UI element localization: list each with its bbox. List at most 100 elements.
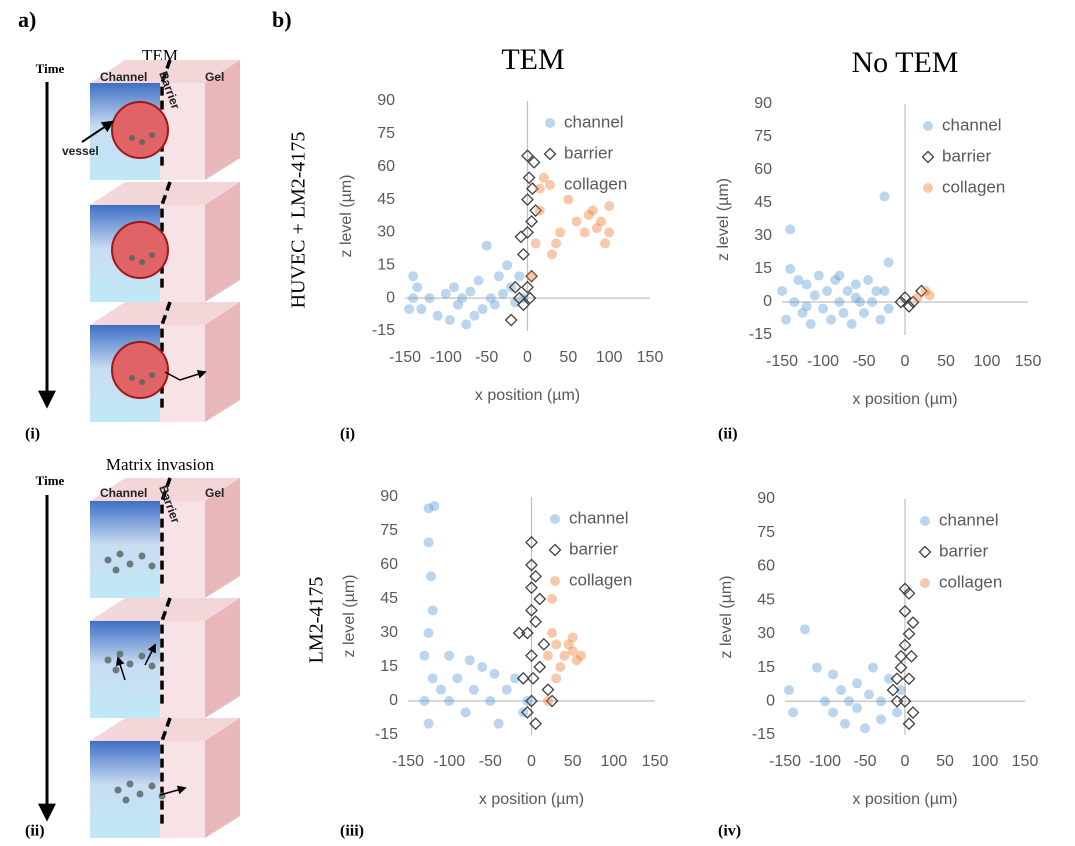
- diagram-title: Matrix invasion: [106, 455, 215, 474]
- point: [518, 707, 529, 718]
- y-tick-label: 30: [754, 227, 772, 244]
- x-tick-label: 150: [1015, 353, 1042, 370]
- y-tick-label: 0: [763, 293, 772, 310]
- point: [525, 581, 538, 595]
- point: [591, 223, 602, 234]
- y-tick-label: 15: [377, 257, 395, 274]
- point: [793, 275, 804, 285]
- x-tick-label: 50: [936, 753, 954, 770]
- point: [801, 279, 812, 290]
- point: [416, 304, 427, 315]
- legend-marker: [550, 576, 560, 586]
- vessel-label: vessel: [62, 144, 99, 158]
- point: [559, 650, 570, 661]
- point: [842, 286, 853, 296]
- point: [521, 226, 534, 239]
- row-label: HUVEC + LM2-4175: [288, 132, 310, 309]
- x-tick-label: 0: [527, 753, 536, 770]
- point: [522, 696, 533, 706]
- point: [469, 310, 480, 321]
- cube: [90, 718, 240, 838]
- point: [525, 535, 538, 549]
- point: [906, 295, 920, 309]
- point: [522, 171, 536, 185]
- point: [449, 282, 459, 293]
- panel-label: (iii): [340, 823, 364, 840]
- x-tick-label: 100: [596, 349, 623, 366]
- point: [538, 172, 549, 183]
- point: [777, 286, 787, 296]
- point: [529, 204, 543, 217]
- point: [493, 271, 504, 282]
- y-tick-label: 90: [377, 92, 395, 109]
- point: [521, 149, 534, 163]
- y-tick-label: 30: [377, 224, 395, 241]
- point: [894, 661, 908, 674]
- point: [883, 303, 894, 314]
- point: [518, 293, 529, 304]
- x-axis-title: x position (µm): [475, 387, 580, 404]
- point: [551, 238, 562, 249]
- point: [506, 282, 517, 293]
- point: [452, 673, 463, 684]
- point: [551, 639, 562, 650]
- point: [444, 650, 455, 661]
- point: [541, 683, 555, 697]
- point: [521, 193, 534, 206]
- x-axis-title: x position (µm): [852, 791, 957, 808]
- legend-label: collagen: [564, 174, 627, 193]
- legend-marker: [918, 545, 932, 559]
- point: [423, 537, 434, 548]
- point: [489, 668, 500, 679]
- x-tick-label: -100: [807, 353, 839, 370]
- point: [555, 662, 566, 672]
- point: [797, 308, 808, 318]
- point: [412, 282, 423, 293]
- y-axis-title: z level (µm): [718, 576, 735, 659]
- point: [902, 586, 916, 600]
- point: [419, 696, 430, 706]
- point: [852, 703, 862, 714]
- time-label: Time: [36, 473, 65, 488]
- x-tick-label: 100: [600, 753, 627, 770]
- y-axis-title: z level (µm): [715, 178, 732, 261]
- point: [424, 293, 435, 304]
- gel-label: Gel: [205, 70, 224, 84]
- legend-label: collagen: [942, 177, 1005, 196]
- point: [836, 685, 846, 696]
- row-label: LM2-4175: [306, 577, 328, 664]
- y-tick-label: 45: [754, 194, 772, 211]
- point: [883, 257, 894, 268]
- point: [604, 227, 615, 238]
- legend-label: collagen: [569, 570, 632, 589]
- legend-marker: [550, 514, 560, 524]
- point: [813, 270, 824, 281]
- point: [525, 694, 538, 708]
- column-title: No TEM: [852, 46, 959, 79]
- point: [457, 293, 468, 304]
- point: [520, 705, 534, 719]
- y-tick-label: 30: [380, 624, 398, 641]
- point: [898, 291, 912, 305]
- x-tick-label: 100: [972, 753, 999, 770]
- point: [525, 215, 539, 228]
- y-tick-label: 45: [377, 191, 395, 208]
- point: [875, 314, 886, 325]
- point: [516, 671, 530, 685]
- point: [534, 183, 545, 194]
- point: [504, 313, 518, 327]
- legend-label: channel: [942, 115, 1002, 134]
- legend-marker: [545, 118, 555, 128]
- pointer-arrow: [81, 120, 114, 143]
- point: [534, 205, 545, 216]
- point: [834, 270, 845, 281]
- x-tick-label: -50: [853, 753, 876, 770]
- point: [902, 672, 916, 686]
- point: [508, 280, 522, 294]
- point: [898, 604, 912, 618]
- x-tick-label: 100: [974, 353, 1001, 370]
- point: [788, 707, 798, 718]
- y-tick-label: 60: [757, 558, 775, 575]
- y-tick-label: 0: [766, 693, 775, 710]
